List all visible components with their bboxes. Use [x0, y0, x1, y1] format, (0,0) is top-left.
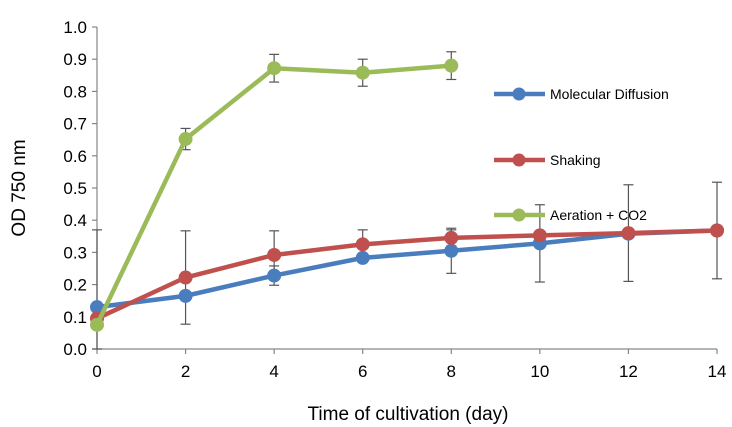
- y-tick-label: 0.6: [63, 147, 87, 166]
- data-point-molecular-diffusion: [355, 250, 370, 265]
- series-line-aeration-co2: [94, 63, 452, 326]
- legend-label-aeration-co2: Aeration + CO2: [550, 207, 647, 223]
- legend-marker-aeration-co2: [512, 208, 526, 222]
- x-tick-label: 10: [530, 362, 549, 381]
- x-axis-title: Time of cultivation (day): [308, 404, 509, 425]
- data-point-molecular-diffusion: [90, 300, 104, 315]
- y-axis-title: OD 750 nm: [9, 139, 30, 236]
- series-lines: [90, 58, 724, 332]
- y-tick-label: 0.5: [63, 179, 87, 198]
- data-point-shaking: [444, 230, 459, 245]
- legend-label-molecular-diffusion: Molecular Diffusion: [550, 86, 669, 102]
- x-tick-label: 12: [619, 362, 638, 381]
- data-point-aeration-co2: [267, 61, 282, 76]
- x-tick-label: 14: [708, 362, 727, 381]
- y-tick-label: 0.7: [63, 115, 87, 134]
- data-point-shaking: [710, 223, 724, 238]
- y-tick-label: 0.9: [63, 50, 87, 69]
- x-tick-label: 0: [92, 362, 101, 381]
- y-tick-label: 0.4: [63, 211, 87, 230]
- legend-label-shaking: Shaking: [550, 152, 601, 168]
- y-tick-label: 0.1: [63, 308, 87, 327]
- x-tick-label: 4: [269, 362, 278, 381]
- y-tick-label: 0.3: [63, 243, 87, 262]
- legend: Molecular Diffusion Shaking Aeration + CO2: [494, 86, 669, 223]
- data-point-aeration-co2: [355, 65, 370, 80]
- data-point-molecular-diffusion: [267, 268, 282, 283]
- y-tick-label: 0.0: [63, 340, 87, 359]
- data-point-molecular-diffusion: [444, 243, 459, 258]
- legend-marker-molecular-diffusion: [512, 87, 526, 101]
- data-point-shaking: [178, 270, 193, 285]
- data-point-aeration-co2: [90, 317, 104, 332]
- x-tick-label: 8: [447, 362, 456, 381]
- data-point-shaking: [532, 228, 547, 243]
- tick-labels: 0.0 0.1 0.2 0.3 0.4 0.5 0.6 0.7 0.8 0.9 1.0 0 2 4 6 8 10…: [63, 18, 726, 381]
- data-point-shaking: [267, 247, 282, 262]
- x-tick-label: 2: [181, 362, 190, 381]
- data-point-aeration-co2: [178, 132, 193, 147]
- y-tick-label: 0.8: [63, 82, 87, 101]
- data-point-shaking: [355, 237, 370, 252]
- series-line-shaking: [96, 228, 718, 321]
- y-tick-label: 1.0: [63, 18, 87, 37]
- data-point-molecular-diffusion: [178, 288, 193, 303]
- y-tick-label: 0.2: [63, 276, 87, 295]
- x-tick-label: 6: [358, 362, 367, 381]
- legend-marker-shaking: [512, 153, 526, 167]
- data-point-shaking: [621, 226, 636, 241]
- data-point-aeration-co2: [444, 58, 459, 73]
